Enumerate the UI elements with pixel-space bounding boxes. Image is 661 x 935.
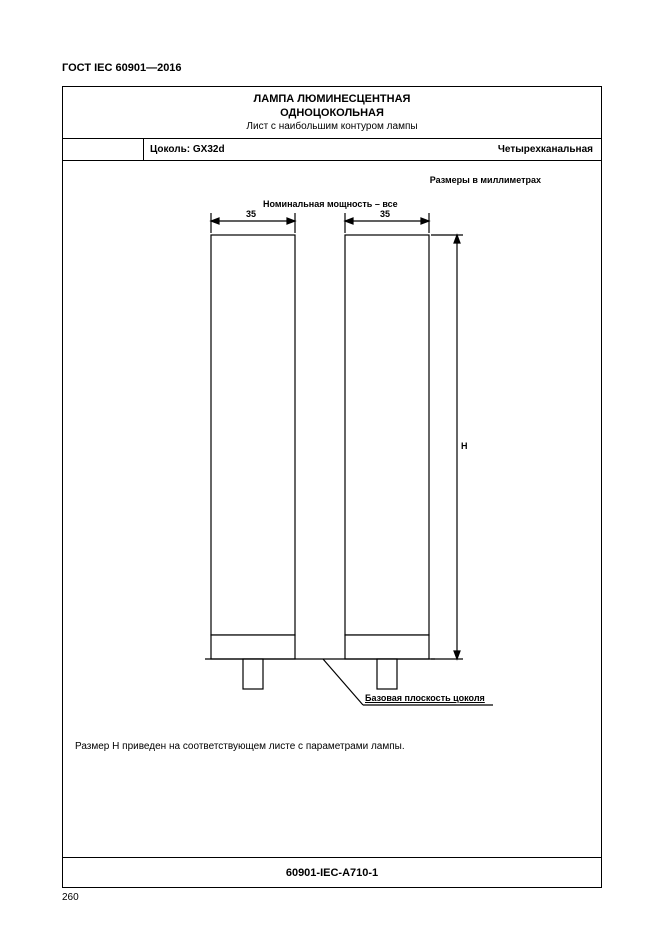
header-title-line2: ОДНОЦОКОЛЬНАЯ [280, 107, 384, 119]
spec-row: Цоколь: GX32d Четырехканальная [63, 139, 601, 161]
page-number: 260 [62, 892, 79, 903]
outer-frame: ЛАМПА ЛЮМИНЕСЦЕНТНАЯ ОДНОЦОКОЛЬНАЯ Лист … [62, 86, 602, 888]
dim-width-right: 35 [380, 209, 390, 219]
header-row: ЛАМПА ЛЮМИНЕСЦЕНТНАЯ ОДНОЦОКОЛЬНАЯ Лист … [63, 87, 601, 139]
dim-height-h: H [461, 441, 468, 451]
spec-blank-cell [63, 139, 144, 160]
footer-code: 60901-IEC-A710-1 [286, 867, 378, 879]
lamp-diagram-svg [63, 165, 601, 805]
type-label: Четырехканальная [453, 144, 601, 155]
dim-width-left: 35 [246, 209, 256, 219]
header-title-line1: ЛАМПА ЛЮМИНЕСЦЕНТНАЯ [254, 93, 411, 105]
base-plane-label: Базовая плоскость цоколя [365, 693, 485, 703]
footer-row: 60901-IEC-A710-1 [63, 857, 601, 887]
diagram-area: Размеры в миллиметрах Номинальная мощнос… [63, 165, 601, 856]
header-subtitle: Лист с наибольшим контуром лампы [246, 121, 417, 132]
cap-label: Цоколь: GX32d [144, 144, 453, 155]
page: ГОСТ IEC 60901—2016 ЛАМПА ЛЮМИНЕСЦЕНТНАЯ… [0, 0, 661, 935]
standard-code: ГОСТ IEC 60901—2016 [62, 62, 182, 74]
note-text: Размер H приведен на соответствующем лис… [75, 741, 405, 752]
